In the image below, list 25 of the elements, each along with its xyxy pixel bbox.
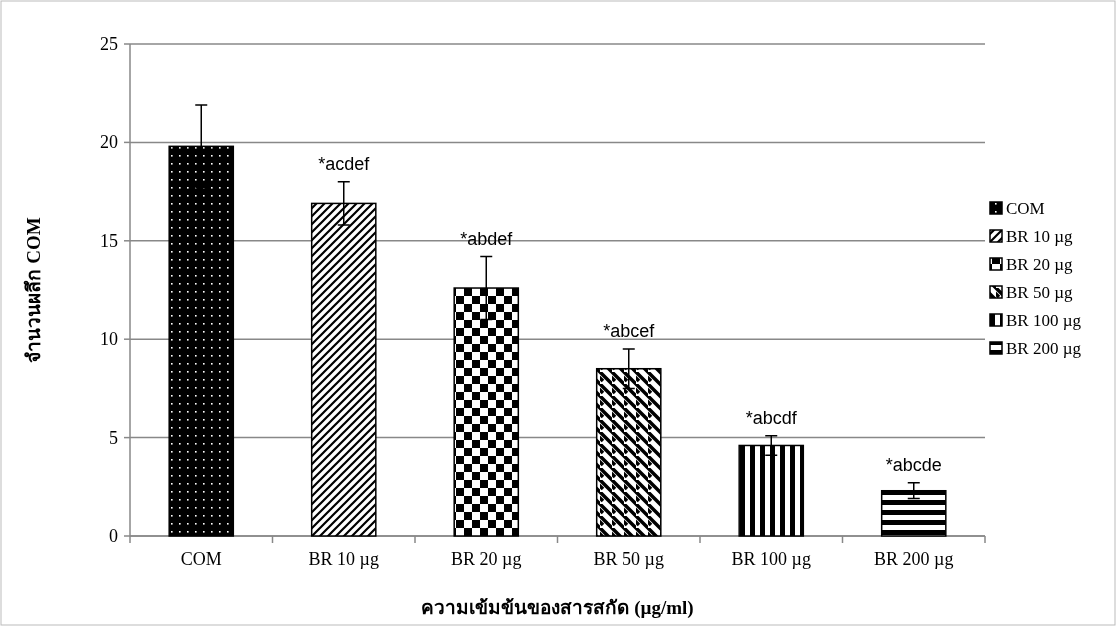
y-tick-label: 20 <box>100 132 118 153</box>
legend-label: BR 100 µg <box>1006 311 1082 330</box>
y-tick-label: 5 <box>109 427 118 448</box>
data-label: *abdef <box>460 228 514 249</box>
x-tick-label: BR 200 µg <box>874 549 954 569</box>
legend-label: COM <box>1006 199 1045 218</box>
data-label: *abcde <box>885 454 942 475</box>
x-tick-label: COM <box>180 549 222 569</box>
y-tick-label: 0 <box>109 526 118 546</box>
legend-label: BR 50 µg <box>1006 283 1073 302</box>
x-axis-title: ความเข้มข้นของสารสกัด (µg/ml) <box>421 597 694 619</box>
legend-label: BR 200 µg <box>1006 339 1082 358</box>
y-axis-title: จำนวนผลึก COM <box>23 217 44 363</box>
x-tick-label: BR 100 µg <box>731 549 811 569</box>
x-tick-label: BR 20 µg <box>451 549 522 569</box>
y-tick-label: 25 <box>100 34 118 54</box>
x-tick-label: BR 50 µg <box>593 549 664 569</box>
data-label: *abcdf <box>745 407 798 428</box>
y-tick-label: 15 <box>100 230 118 251</box>
y-tick-label: 10 <box>100 329 118 350</box>
data-label: *abcef <box>603 321 656 342</box>
legend-label: BR 20 µg <box>1006 255 1073 274</box>
data-label: *acdef <box>318 153 371 174</box>
legend-label: BR 10 µg <box>1006 227 1073 246</box>
x-tick-label: BR 10 µg <box>308 549 379 569</box>
